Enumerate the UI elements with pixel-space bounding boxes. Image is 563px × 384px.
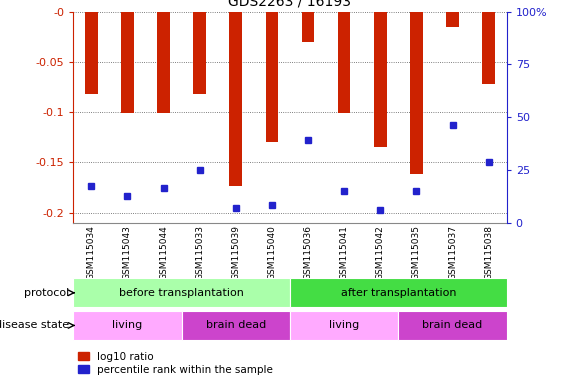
Bar [121,12,133,113]
Title: GDS2263 / 16193: GDS2263 / 16193 [229,0,351,9]
Bar [266,12,278,142]
Bar [410,12,423,174]
Bar [399,311,507,340]
Bar [73,311,181,340]
Bar [157,12,170,113]
Bar [73,278,290,308]
Bar [338,12,350,113]
Text: living: living [329,320,359,331]
Text: before transplantation: before transplantation [119,288,244,298]
Bar [374,12,387,147]
Bar [290,278,507,308]
Text: after transplantation: after transplantation [341,288,456,298]
Text: brain dead: brain dead [205,320,266,331]
Bar [193,12,206,94]
Bar [181,311,290,340]
Bar [482,12,495,84]
Bar [85,12,97,94]
Bar [290,311,399,340]
Bar [230,12,242,185]
Text: protocol: protocol [24,288,69,298]
Bar [302,12,314,42]
Text: brain dead: brain dead [422,320,482,331]
Text: living: living [112,320,142,331]
Legend: log10 ratio, percentile rank within the sample: log10 ratio, percentile rank within the … [78,352,273,375]
Text: disease state: disease state [0,320,69,331]
Bar [446,12,459,26]
